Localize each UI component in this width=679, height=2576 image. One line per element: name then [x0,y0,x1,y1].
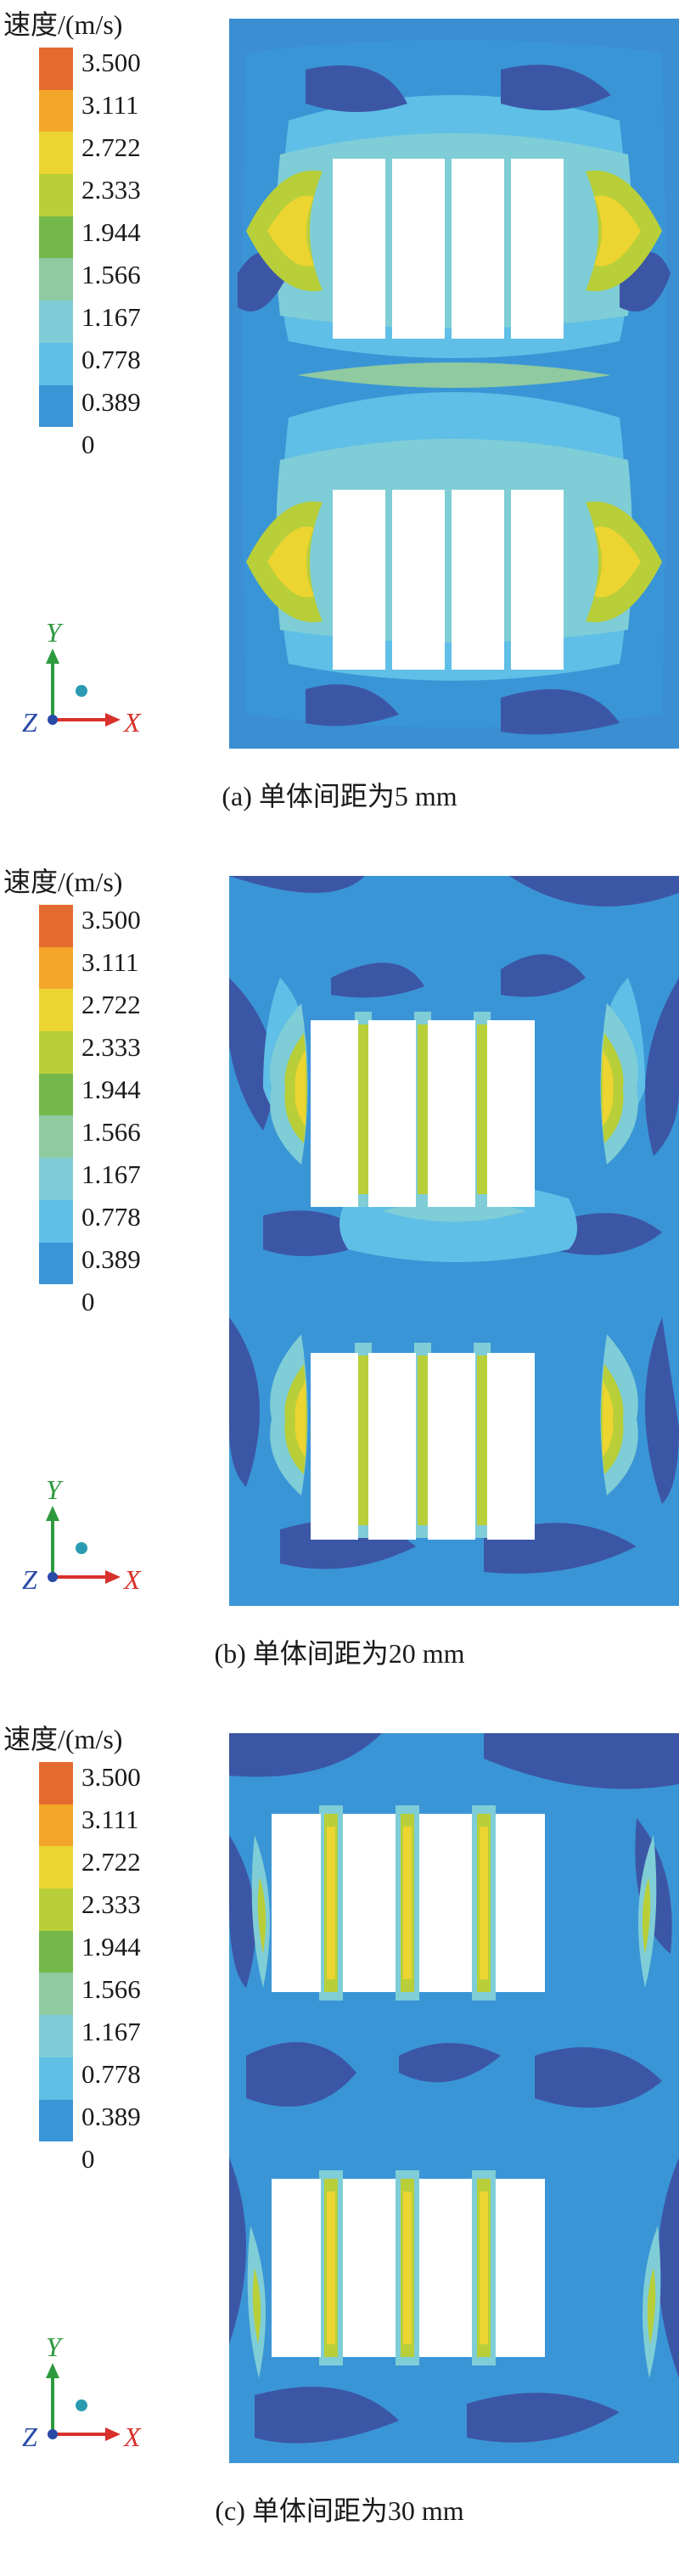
caption-c: (c) 单体间距为30 mm [215,2495,464,2526]
legend-swatch [39,132,73,175]
legend-swatch [39,1930,73,1973]
legend-swatch [39,1115,73,1159]
legend-tick: 0.389 [81,387,141,417]
legend-swatch [39,1846,73,1889]
legend-swatch [39,2057,73,2100]
legend-tick: 3.500 [81,1762,141,1792]
legend-tick: 3.111 [81,947,139,977]
y-axis-label: Y [46,1474,64,1505]
legend-swatch [39,1762,73,1804]
z-axis-label: Z [22,2422,38,2452]
legend-title: 速度/(m/s) [3,9,123,40]
legend-tick: 3.111 [81,1804,139,1834]
legend-tick: 1.167 [81,1159,141,1189]
legend-swatch [39,2099,73,2142]
legend-tick: 0 [81,2144,95,2174]
legend-tick: 0.778 [81,345,141,374]
legend-tick: 3.500 [81,48,141,77]
velocity-field-a [229,19,679,749]
legend-tick: 2.722 [81,990,141,1019]
unit-blocks [333,159,564,670]
legend-tick: 0.778 [81,1202,141,1232]
legend-title: 速度/(m/s) [3,1724,123,1754]
legend-tick: 1.944 [81,1075,141,1104]
x-axis-label: X [122,707,142,738]
legend-title: 速度/(m/s) [3,867,123,897]
legend-swatch [39,905,73,947]
caption-a: (a) 单体间距为5 mm [222,781,457,811]
legend-swatch [39,1158,73,1200]
legend-tick: 1.566 [81,260,141,289]
panel-a: 速度/(m/s) 3.500 3.111 2.722 2.333 1.944 1… [0,0,679,849]
unit-blocks [311,1020,535,1540]
legend-tick: 0 [81,1287,95,1316]
z-axis-label: Z [22,707,38,738]
legend-tick: 1.566 [81,1974,141,2004]
panel-c: 速度/(m/s) 3.500 3.111 2.722 2.333 1.944 1… [0,1715,679,2563]
legend-swatch [39,1031,73,1074]
legend-swatch [39,946,73,990]
legend-tick: 1.167 [81,2017,141,2046]
legend-swatch [39,89,73,132]
velocity-field-b [229,876,679,1606]
velocity-field-c [229,1733,679,2463]
legend-tick: 1.566 [81,1117,141,1147]
xyz-axis-triad: Y Z X [22,1474,142,1595]
legend-tick: 0 [81,429,95,459]
legend-swatch [39,1804,73,1847]
legend-swatch [39,48,73,90]
legend-swatch [39,174,73,216]
legend-swatch [39,1199,73,1243]
z-axis-label: Z [22,1564,38,1595]
legend-swatch [39,300,73,343]
legend-tick: 1.167 [81,302,141,332]
legend-tick: 1.944 [81,217,141,247]
unit-blocks [272,1814,545,2357]
xyz-axis-triad: Y Z X [22,2332,142,2452]
legend-tick: 0.778 [81,2059,141,2089]
legend-tick: 0.389 [81,2102,141,2131]
color-legend-bar [39,1762,73,2142]
legend-tick: 1.944 [81,1932,141,1961]
legend-swatch [39,1242,73,1285]
legend-tick: 2.333 [81,175,141,205]
legend-swatch [39,342,73,385]
legend-tick: 2.333 [81,1032,141,1062]
legend-tick: 0.389 [81,1244,141,1274]
legend-swatch [39,258,73,301]
color-legend-bar [39,48,73,428]
legend-swatch [39,216,73,259]
legend-swatch [39,1073,73,1116]
legend-tick: 3.500 [81,905,141,934]
legend-swatch [39,2015,73,2057]
legend-tick: 2.722 [81,132,141,162]
y-axis-label: Y [46,2332,64,2362]
legend-swatch [39,1973,73,2016]
legend-swatch [39,1889,73,1931]
legend-tick: 3.111 [81,90,139,120]
legend-tick: 2.722 [81,1847,141,1877]
legend-swatch [39,989,73,1032]
legend-tick: 2.333 [81,1889,141,1919]
y-axis-label: Y [46,617,64,648]
panel-b: 速度/(m/s) 3.500 3.111 2.722 2.333 1.944 1… [0,857,679,1706]
color-legend-bar [39,905,73,1285]
x-axis-label: X [122,2422,142,2452]
caption-b: (b) 单体间距为20 mm [214,1638,465,1669]
xyz-axis-triad: Y Z X [22,617,142,738]
x-axis-label: X [122,1564,142,1595]
legend-swatch [39,384,73,428]
